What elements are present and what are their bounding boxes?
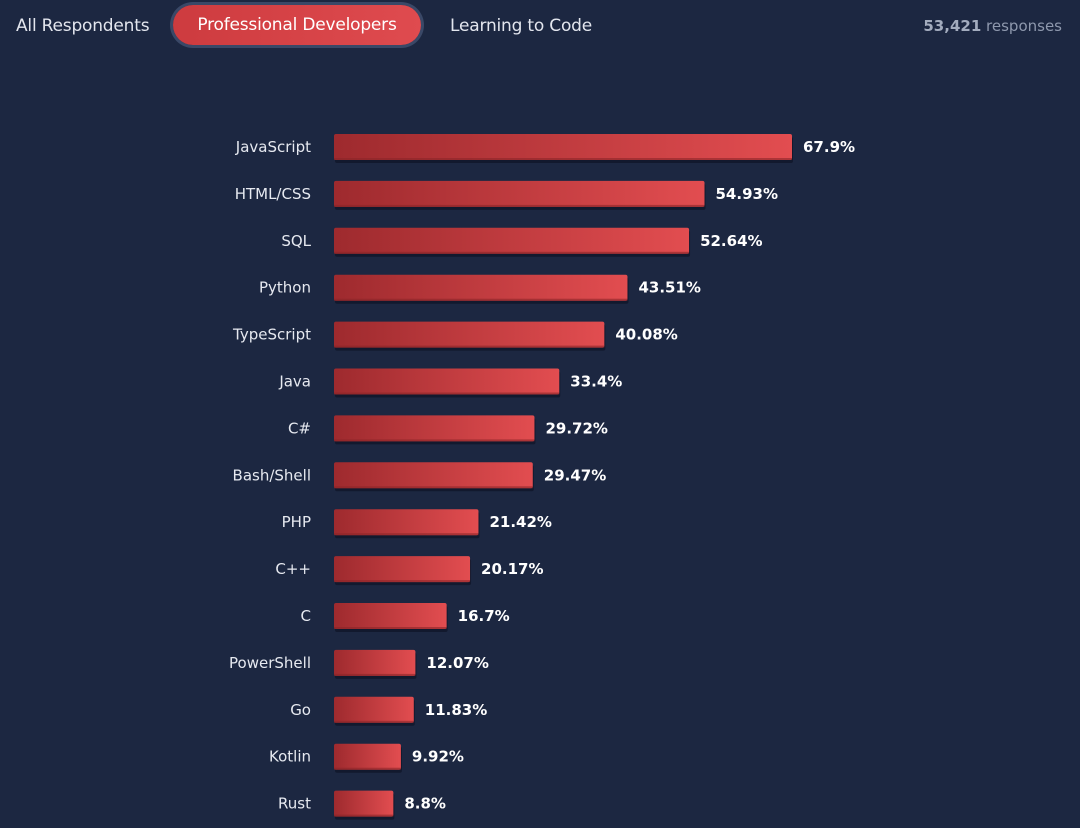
bar-php[interactable] bbox=[334, 509, 479, 536]
bar-edge bbox=[334, 298, 628, 301]
bar-html-css[interactable] bbox=[334, 180, 705, 207]
tab-professional-developers[interactable]: Professional Developers bbox=[173, 5, 421, 45]
bar-edge bbox=[334, 533, 479, 536]
value-label: 40.08% bbox=[615, 326, 677, 344]
filter-tabs: All Respondents Professional Developers … bbox=[0, 0, 1080, 52]
category-label: Java bbox=[278, 373, 311, 391]
bar-edge bbox=[334, 204, 705, 207]
value-label: 20.17% bbox=[481, 560, 543, 578]
category-label: C++ bbox=[275, 560, 311, 578]
value-label: 9.92% bbox=[412, 748, 464, 766]
bar-c[interactable] bbox=[334, 603, 447, 629]
category-label: PowerShell bbox=[229, 654, 311, 672]
bar-go[interactable] bbox=[334, 696, 414, 723]
value-label: 12.07% bbox=[426, 654, 488, 672]
value-label: 29.72% bbox=[545, 419, 607, 437]
bar-sql[interactable] bbox=[334, 227, 690, 254]
value-label: 43.51% bbox=[638, 279, 700, 297]
tab-all-respondents[interactable]: All Respondents bbox=[16, 16, 150, 36]
bar-typescript[interactable] bbox=[334, 321, 605, 348]
bar-edge bbox=[334, 158, 792, 160]
value-label: 67.9% bbox=[803, 138, 855, 156]
bar-edge bbox=[334, 767, 401, 770]
bar-edge bbox=[334, 439, 535, 442]
bar-bash-shell[interactable] bbox=[334, 462, 533, 489]
bar-c-[interactable] bbox=[334, 415, 535, 442]
bar-edge bbox=[334, 345, 605, 348]
category-label: PHP bbox=[282, 513, 311, 531]
bar-edge bbox=[334, 627, 447, 629]
category-label: JavaScript bbox=[235, 138, 311, 156]
bar-edge bbox=[334, 814, 394, 817]
bar-python[interactable] bbox=[334, 274, 628, 301]
value-label: 29.47% bbox=[544, 466, 606, 484]
bar-c-[interactable] bbox=[334, 556, 471, 583]
bar-edge bbox=[334, 580, 471, 583]
bar-edge bbox=[334, 720, 414, 723]
bar-powershell[interactable] bbox=[334, 649, 416, 676]
bar-edge bbox=[334, 392, 560, 395]
value-label: 52.64% bbox=[700, 232, 762, 250]
category-label: Rust bbox=[278, 795, 311, 813]
category-label: Go bbox=[290, 701, 311, 719]
tab-learning-to-code[interactable]: Learning to Code bbox=[450, 16, 592, 36]
bar-javascript[interactable] bbox=[334, 134, 792, 160]
bar-java[interactable] bbox=[334, 368, 560, 395]
bar-edge bbox=[334, 673, 416, 676]
responses-suffix: responses bbox=[986, 17, 1062, 35]
value-label: 8.8% bbox=[404, 795, 446, 813]
bar-edge bbox=[334, 251, 690, 254]
value-label: 21.42% bbox=[489, 513, 551, 531]
responses-number: 53,421 bbox=[923, 17, 982, 35]
value-label: 16.7% bbox=[458, 607, 510, 625]
bar-rust[interactable] bbox=[334, 790, 394, 817]
category-label: C# bbox=[288, 419, 311, 437]
bar-edge bbox=[334, 486, 533, 489]
category-label: C bbox=[301, 607, 311, 625]
responses-count: 53,421 responses bbox=[923, 8, 1062, 44]
bar-kotlin[interactable] bbox=[334, 743, 401, 770]
category-label: Kotlin bbox=[269, 748, 311, 766]
value-label: 54.93% bbox=[716, 185, 778, 203]
category-label: Bash/Shell bbox=[233, 466, 311, 484]
category-label: Python bbox=[259, 279, 311, 297]
category-label: TypeScript bbox=[232, 326, 311, 344]
category-label: HTML/CSS bbox=[235, 185, 311, 203]
value-label: 33.4% bbox=[570, 373, 622, 391]
value-label: 11.83% bbox=[425, 701, 487, 719]
category-label: SQL bbox=[281, 232, 311, 250]
